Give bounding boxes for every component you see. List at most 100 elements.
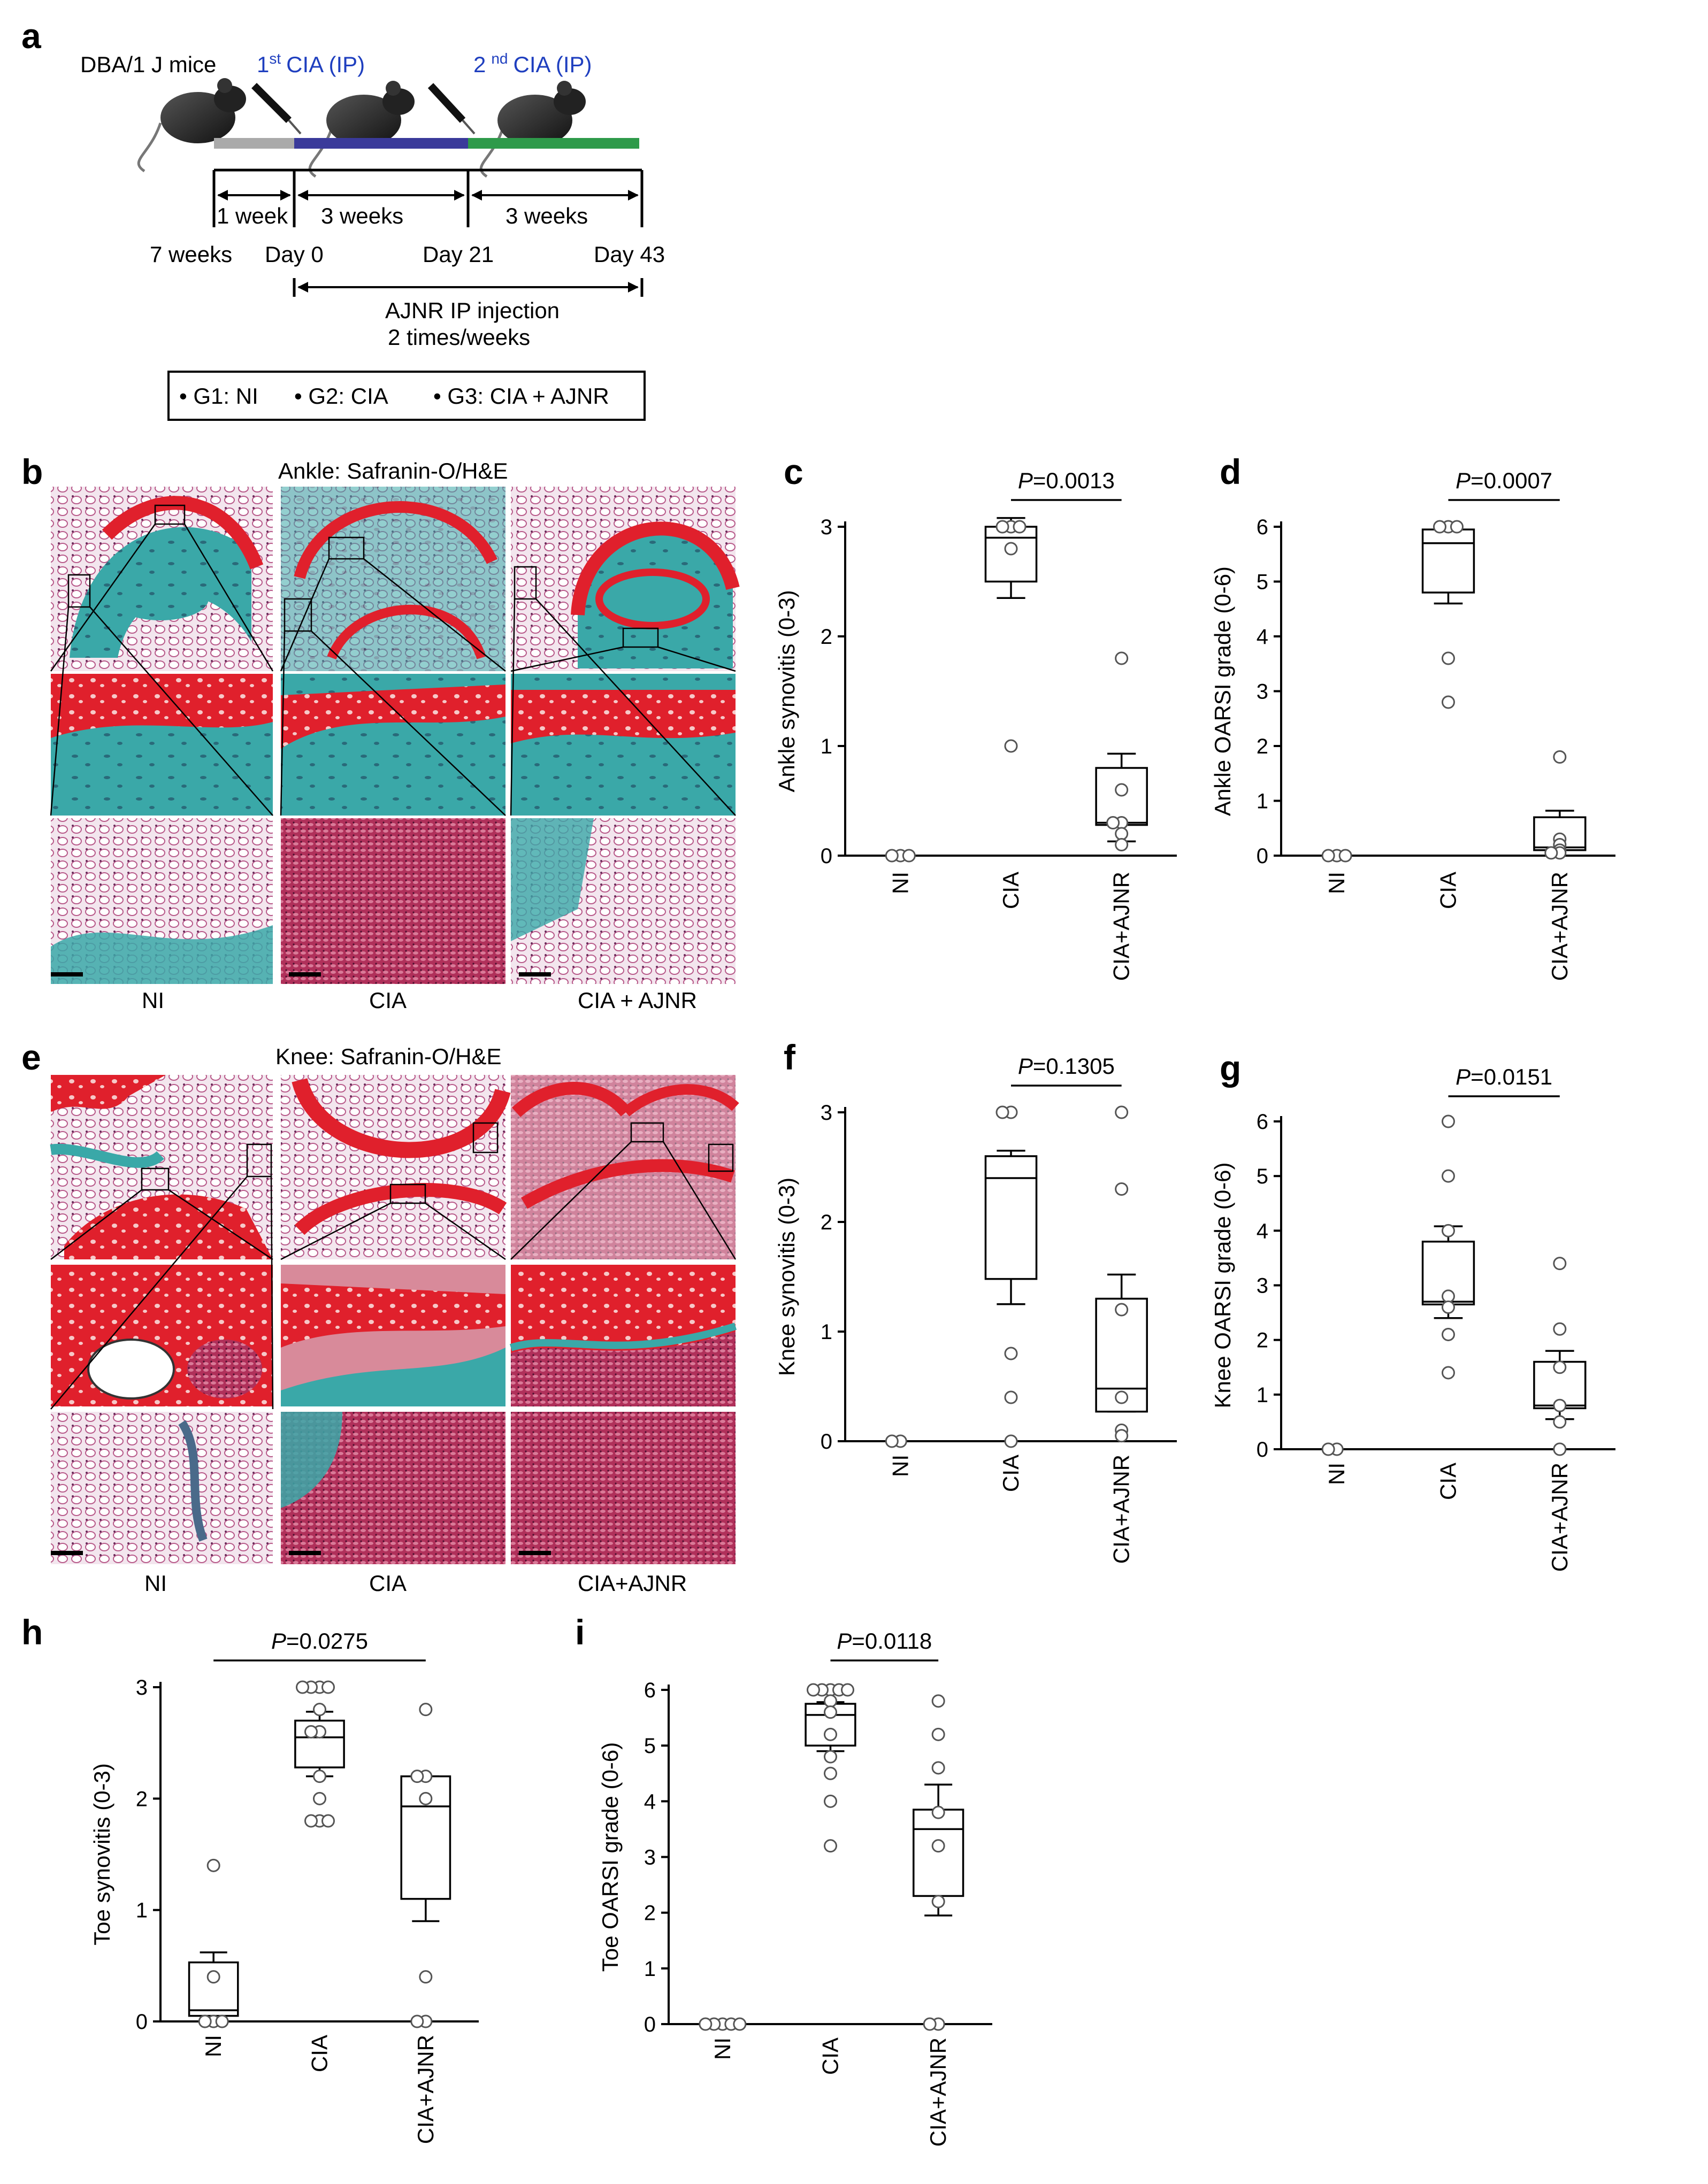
mice-label: DBA/1 J mice [80, 52, 216, 77]
data-point [841, 1683, 854, 1697]
knee-histology-title: Knee: Safranin-O/H&E [275, 1044, 502, 1069]
data-point [1115, 827, 1129, 841]
data-point [1442, 1289, 1455, 1303]
data-point [824, 1694, 837, 1708]
group-g1: • G1: NI [179, 383, 258, 409]
category-label: CIA [1436, 872, 1461, 909]
data-point [1442, 695, 1455, 709]
data-point [1442, 1169, 1455, 1183]
interval-1: 1 week [217, 203, 288, 228]
y-tick-label: 0 [1257, 844, 1268, 868]
data-point [931, 1805, 945, 1819]
data-point [1433, 520, 1446, 534]
category-label: CIA+AJNR [1547, 1463, 1572, 1572]
data-point [1115, 1429, 1129, 1443]
data-point [1115, 651, 1129, 665]
ankle-cia-images [281, 487, 505, 984]
chart-ankle-synovitis: 0 1 2 3 Ankle synovitis (0-3) NI CIA CIA+AJNR P=… [774, 468, 1177, 981]
p-value: P=0.0118 [837, 1628, 932, 1654]
cia1-period-bar [294, 138, 468, 149]
data-point [321, 1680, 335, 1694]
y-tick-label: 2 [1257, 1329, 1268, 1352]
interval-2: 3 weeks [321, 203, 403, 228]
data-point [1553, 1322, 1567, 1336]
p-value: P=0.0013 [1018, 468, 1115, 493]
injection-frequency: 2 times/weeks [388, 325, 530, 350]
y-tick-label: 3 [1257, 680, 1268, 704]
y-tick-label: 1 [821, 735, 832, 758]
y-tick-label: 5 [1257, 571, 1268, 594]
cia1-label: 1st CIA (IP) [257, 50, 365, 77]
chart-toe-synovitis: 0 1 2 3 Toe synovitis (0-3) NI CIA CIA+AJNR P=0.… [89, 1628, 479, 2144]
data-point [1115, 1303, 1129, 1317]
data-point [1553, 1415, 1567, 1429]
y-tick-label: 6 [1257, 1110, 1268, 1134]
y-tick-label: 2 [136, 1787, 148, 1811]
chart-knee-oarsi: 0 1 2 3 4 5 6 Knee OARSI grade (0-6) NI CIA CIA+AJ… [1210, 1064, 1615, 1572]
data-point [419, 1703, 433, 1717]
data-point [410, 2014, 424, 2028]
y-tick-label: 0 [821, 844, 832, 868]
panel-letter-g: g [1220, 1048, 1241, 1088]
data-point [1321, 849, 1335, 863]
p-value: P=0.1305 [1018, 1053, 1115, 1079]
data-point [206, 1970, 220, 1984]
data-point [1450, 520, 1464, 534]
knee-histology-panel: Knee: Safranin-O/H&E [50, 1044, 739, 1596]
data-point [1013, 520, 1027, 534]
data-point [902, 849, 916, 863]
syringe-icon [427, 83, 476, 135]
panel-letter-e: e [21, 1037, 41, 1077]
y-tick-label: 2 [821, 1211, 832, 1234]
panel-letter-c: c [784, 452, 803, 491]
data-point [923, 2017, 937, 2031]
y-axis-label: Knee OARSI grade (0-6) [1210, 1163, 1235, 1409]
data-point [931, 1761, 945, 1775]
time-day-0: Day 0 [265, 242, 324, 267]
y-tick-label: 1 [136, 1899, 148, 1922]
data-point [885, 1434, 899, 1448]
category-label: CIA+AJNR [413, 2035, 438, 2144]
data-point [824, 1766, 837, 1780]
y-tick-label: 6 [1257, 516, 1268, 539]
cia2-period-bar [468, 138, 639, 149]
y-tick-label: 0 [644, 2013, 656, 2036]
data-point [1321, 1442, 1335, 1456]
data-point [1442, 1224, 1455, 1237]
data-point [206, 1858, 220, 1872]
p-value: P=0.0275 [271, 1628, 368, 1654]
y-tick-label: 4 [1257, 625, 1268, 649]
category-label: NI [201, 2035, 226, 2057]
data-point [1004, 542, 1018, 556]
data-point [1115, 783, 1129, 797]
category-label: CIA [818, 2037, 843, 2075]
data-point [1544, 846, 1558, 860]
panel-letter-h: h [21, 1612, 43, 1652]
y-tick-label: 3 [644, 1846, 656, 1870]
data-point [1553, 1398, 1567, 1412]
y-tick-label: 3 [136, 1676, 148, 1699]
data-point [931, 1839, 945, 1853]
mouse-icon [308, 81, 415, 178]
box [188, 1961, 239, 2017]
y-tick-label: 0 [136, 2010, 148, 2034]
time-day-21: Day 21 [423, 242, 494, 267]
box [913, 1809, 964, 1897]
knee-label-ajnr: CIA+AJNR [578, 1571, 687, 1596]
data-point [1004, 1434, 1018, 1448]
category-label: CIA+AJNR [1109, 1455, 1134, 1564]
ankle-histology-title: Ankle: Safranin-O/H&E [278, 458, 508, 483]
data-point [824, 1794, 837, 1808]
data-point [931, 1694, 945, 1708]
category-label: NI [1324, 1463, 1349, 1485]
y-tick-label: 3 [821, 1101, 832, 1125]
data-point [1004, 1347, 1018, 1360]
category-label: CIA+AJNR [925, 2037, 951, 2147]
knee-ajnr-images [509, 1075, 739, 1564]
data-point [1442, 1366, 1455, 1380]
data-point [1553, 1360, 1567, 1374]
data-point [995, 520, 1009, 534]
data-point [931, 1727, 945, 1741]
